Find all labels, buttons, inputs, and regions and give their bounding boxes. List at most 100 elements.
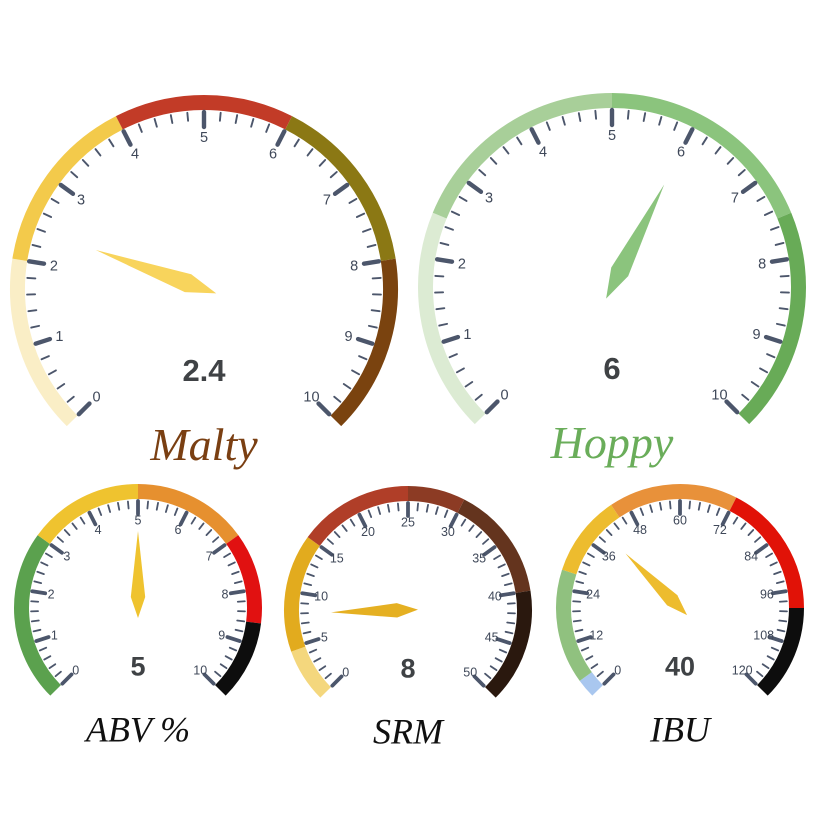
minor-tick bbox=[484, 672, 492, 680]
minor-tick bbox=[444, 226, 454, 231]
major-tick bbox=[33, 336, 53, 346]
minor-tick bbox=[443, 509, 449, 518]
minor-tick bbox=[501, 572, 510, 578]
minor-tick bbox=[333, 395, 342, 403]
minor-tick bbox=[763, 210, 774, 216]
minor-tick bbox=[575, 580, 585, 585]
minor-tick bbox=[371, 276, 382, 280]
gauge-arc bbox=[556, 484, 804, 696]
minor-tick bbox=[435, 307, 446, 311]
gauge-arc-segment bbox=[611, 484, 737, 518]
minor-tick bbox=[27, 309, 38, 313]
tick-label: 9 bbox=[345, 329, 353, 345]
tick-label: 6 bbox=[269, 147, 277, 163]
major-tick bbox=[60, 672, 74, 686]
minor-tick bbox=[50, 197, 60, 204]
minor-tick bbox=[585, 655, 594, 661]
major-tick bbox=[357, 512, 368, 529]
minor-tick bbox=[66, 395, 75, 403]
minor-tick bbox=[212, 536, 220, 543]
minor-tick bbox=[70, 170, 79, 179]
minor-tick bbox=[329, 170, 338, 179]
minor-tick bbox=[478, 168, 487, 177]
minor-tick bbox=[326, 538, 334, 545]
minor-tick bbox=[186, 111, 190, 122]
gauge-arc-segment bbox=[291, 646, 332, 698]
minor-tick bbox=[38, 646, 48, 652]
gauge-arc-segment bbox=[330, 258, 398, 427]
minor-tick bbox=[594, 109, 598, 120]
gauge-arc-segment bbox=[484, 590, 532, 698]
minor-tick bbox=[649, 504, 654, 513]
minor-tick bbox=[658, 116, 663, 126]
minor-tick bbox=[590, 663, 599, 670]
tick-label: 10 bbox=[314, 590, 328, 604]
minor-tick bbox=[776, 628, 786, 633]
major-tick bbox=[121, 129, 133, 147]
minor-tick bbox=[63, 529, 71, 537]
gauge-arc-segment bbox=[115, 95, 293, 130]
tick-label: 8 bbox=[350, 258, 358, 274]
minor-tick bbox=[621, 516, 628, 525]
minor-tick bbox=[701, 136, 708, 146]
minor-tick bbox=[54, 670, 62, 678]
minor-tick bbox=[756, 670, 764, 678]
tick-label: 25 bbox=[401, 515, 415, 529]
minor-tick bbox=[732, 516, 739, 525]
gauge-needle bbox=[95, 250, 217, 294]
minor-tick bbox=[313, 657, 322, 663]
minor-tick bbox=[234, 628, 244, 633]
gauge-arc-segment bbox=[579, 671, 604, 696]
minor-tick bbox=[756, 195, 766, 202]
minor-tick bbox=[741, 393, 750, 401]
tick-label: 12 bbox=[589, 629, 603, 643]
minor-tick bbox=[342, 383, 352, 390]
minor-tick bbox=[613, 522, 620, 530]
major-tick bbox=[767, 635, 784, 643]
gauge-tick-labels: 0 5 10 15 20 25 30 35 40 45 50 bbox=[314, 515, 502, 679]
gauge-arc-segment bbox=[562, 504, 620, 575]
major-tick bbox=[744, 672, 758, 686]
minor-tick bbox=[223, 552, 231, 558]
minor-tick bbox=[250, 118, 255, 128]
gauge-arc-segment bbox=[307, 486, 409, 547]
tick-label: 84 bbox=[744, 550, 758, 564]
minor-tick bbox=[489, 157, 498, 165]
major-tick bbox=[300, 591, 318, 598]
tick-label: 5 bbox=[200, 130, 208, 146]
minor-tick bbox=[108, 138, 115, 148]
major-tick bbox=[754, 543, 769, 555]
tick-label: 6 bbox=[174, 523, 181, 537]
tick-label: 8 bbox=[221, 588, 228, 602]
gauge-ticks bbox=[300, 501, 516, 688]
minor-tick bbox=[315, 554, 323, 560]
minor-tick bbox=[30, 324, 41, 329]
minor-tick bbox=[502, 146, 510, 155]
minor-tick bbox=[464, 381, 474, 388]
minor-tick bbox=[587, 552, 595, 558]
minor-tick bbox=[31, 244, 42, 248]
gauge-arc-segment bbox=[14, 535, 62, 696]
minor-tick bbox=[48, 663, 57, 670]
minor-tick bbox=[434, 274, 445, 278]
gauge-value: 6 bbox=[603, 351, 620, 386]
gauge-malty: 0 1 2 3 4 5 6 7 8 9 10 2.4 Malty bbox=[10, 95, 398, 470]
minor-tick bbox=[146, 500, 149, 510]
minor-tick bbox=[45, 552, 53, 558]
tick-label: 40 bbox=[488, 590, 502, 604]
minor-tick bbox=[766, 655, 775, 661]
minor-tick bbox=[774, 242, 785, 246]
tick-label: 1 bbox=[51, 629, 58, 643]
minor-tick bbox=[759, 367, 769, 374]
major-tick bbox=[58, 182, 76, 196]
tick-label: 6 bbox=[677, 145, 685, 161]
tick-label: 0 bbox=[92, 390, 100, 406]
gauge-tick-labels: 0 1 2 3 4 5 6 7 8 9 10 bbox=[50, 130, 358, 405]
gauge-arc-segment bbox=[738, 212, 806, 425]
minor-tick bbox=[94, 148, 102, 157]
minor-tick bbox=[497, 563, 506, 569]
minor-tick bbox=[642, 112, 647, 122]
minor-tick bbox=[598, 536, 606, 543]
minor-tick bbox=[448, 353, 458, 359]
